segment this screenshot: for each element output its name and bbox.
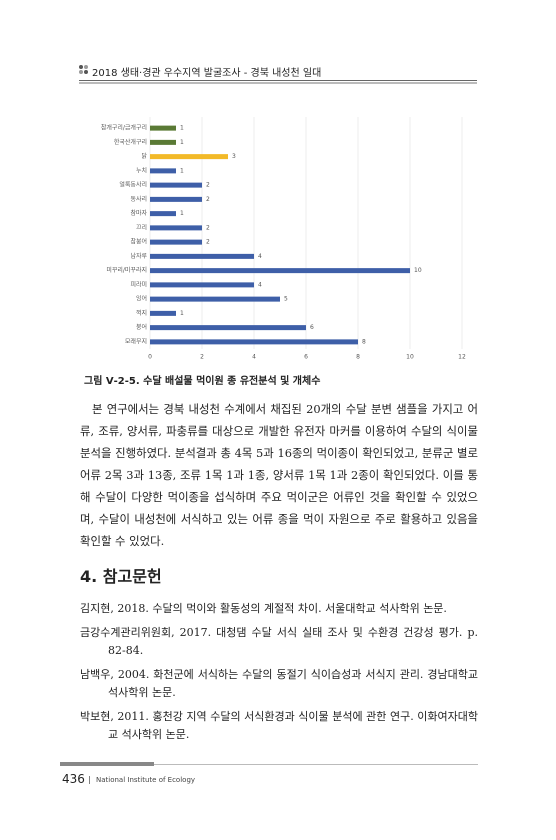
reference-list: 김지현, 2018. 수달의 먹이와 활동성의 계절적 차이. 서울대학교 석사… [80,600,478,750]
y-tick-label: 얼룩동사리 [119,181,147,189]
y-tick-label: 동사리 [130,195,147,203]
y-tick-label: 잉어 [136,295,147,303]
bar [150,154,228,160]
footer-rule [154,764,478,765]
value-label: 1 [180,125,184,132]
y-tick-label: 납자루 [130,252,147,260]
y-tick-label: 붕어 [136,323,147,331]
value-label: 2 [206,224,210,231]
x-tick-label: 0 [148,354,152,361]
bar [150,339,358,345]
footer-separator: | [88,775,91,784]
value-label: 4 [258,281,262,288]
header-icon [79,65,89,75]
y-tick-label: 미꾸리/미꾸라지 [106,266,147,274]
y-tick-label: 피라미 [130,280,147,288]
header-rule [79,82,477,84]
value-label: 1 [180,310,184,317]
figure-caption: 그림 Ⅴ-2-5. 수달 배설물 먹이원 종 유전분석 및 개체수 [84,376,321,387]
x-tick-label: 10 [406,354,414,361]
y-tick-label: 누치 [136,166,147,174]
reference: 김지현, 2018. 수달의 먹이와 활동성의 계절적 차이. 서울대학교 석사… [80,602,447,615]
header-title: 2018 생태·경관 우수지역 발굴조사 - 경북 내성천 일대 [92,68,322,79]
bar [150,196,202,202]
value-label: 10 [414,267,422,274]
bar [150,296,280,302]
y-tick-label: 꺽지 [136,309,147,317]
x-tick-label: 2 [200,354,204,361]
y-tick-label: 한국산개구리 [114,138,147,146]
bar [150,310,176,316]
value-label: 8 [362,338,366,345]
value-label: 5 [284,296,288,303]
bar [150,211,176,217]
x-tick-label: 4 [252,354,256,361]
bar [150,225,202,231]
value-label: 1 [180,210,184,217]
reference: 남백우, 2004. 화천군에 서식하는 수달의 동절기 식이습성과 서식지 관… [80,668,478,699]
bar [150,282,254,288]
y-tick-label: 끄리 [136,223,147,231]
value-label: 2 [206,196,210,203]
page-number: 436 [62,772,85,786]
bar [150,125,176,131]
y-tick-label: 닭 [141,153,147,160]
reference: 박보현, 2011. 홍천강 지역 수달의 서식환경과 식이물 분석에 관한 연… [80,710,478,741]
reference: 금강수계관리위원회, 2017. 대청댐 수달 서식 실태 조사 및 수환경 건… [80,626,478,657]
y-tick-label: 참마자 [130,209,147,217]
y-tick-label: 모래무지 [125,337,147,345]
bar [150,239,202,245]
header-rule [79,80,477,81]
footer-rule [60,762,154,766]
footer-org: National Institute of Ecology [96,776,196,784]
y-tick-label: 참개구리/금개구리 [101,124,147,132]
value-label: 3 [232,153,236,160]
value-label: 4 [258,253,262,260]
bar [150,325,306,331]
bar [150,253,254,259]
value-label: 1 [180,167,184,174]
value-label: 2 [206,239,210,246]
bar [150,268,410,274]
x-tick-label: 12 [458,354,466,361]
y-tick-label: 참붕어 [130,238,147,246]
section-heading: 4. 참고문헌 [80,567,162,586]
bar [150,139,176,145]
bar [150,168,176,174]
value-label: 1 [180,139,184,146]
value-label: 6 [310,324,314,331]
value-label: 2 [206,182,210,189]
x-tick-label: 6 [304,354,308,361]
x-tick-label: 8 [356,354,360,361]
bar [150,182,202,188]
paragraph: 본 연구에서는 경북 내성천 수계에서 채집된 20개의 수달 분변 샘플을 가… [80,402,478,548]
